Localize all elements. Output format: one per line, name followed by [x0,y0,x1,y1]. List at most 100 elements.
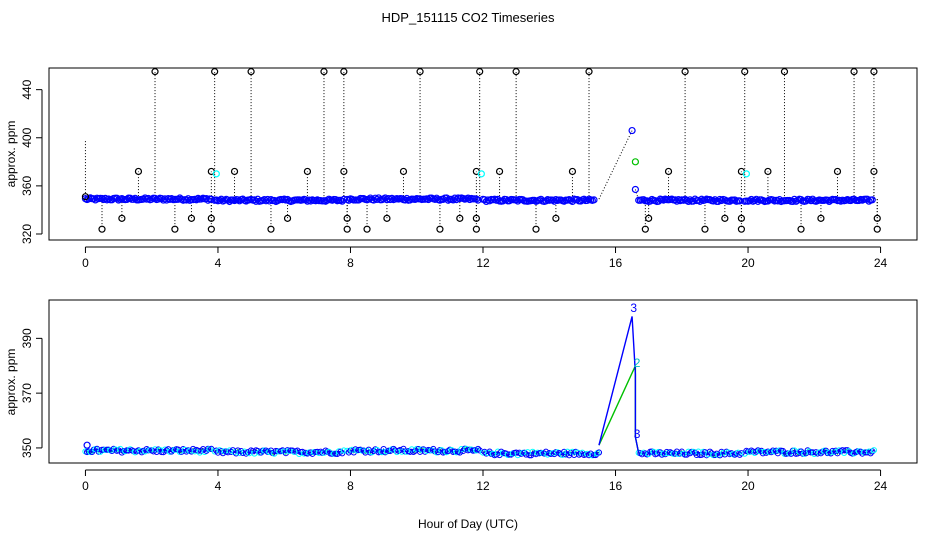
bottom-point [867,450,874,457]
top-blue-point [163,196,171,204]
top-blue-point [752,195,760,203]
bottom-x-tick-label: 4 [215,479,222,493]
top-black-point [399,167,408,176]
top-blue-point [388,194,396,202]
top-black-point [343,225,351,233]
top-blue-point [224,196,232,204]
top-black-point [741,68,749,76]
top-blue-point [216,196,224,204]
top-blue-point [646,197,654,205]
bottom-point-label: 2 [634,356,641,370]
top-blue-point [550,197,558,205]
top-blue-point [101,194,109,202]
bottom-point [706,448,714,455]
bottom-point [118,449,125,456]
top-black-point [81,193,90,201]
top-black-point [641,225,649,233]
top-blue-point [451,194,459,202]
top-panel: approx. ppm 0 4 8 12 16 20 24 320 360 400 440 [4,67,918,270]
top-blue-point [754,197,762,205]
top-blue-point [265,197,273,205]
bottom-y-tick-label: 350 [20,438,34,458]
bottom-point [474,445,482,453]
top-black-point [472,225,480,233]
top-black-point [416,68,424,76]
top-blue-point [158,195,166,203]
x-axis-label: Hour of Day (UTC) [418,517,518,531]
top-black-point [207,225,215,233]
top-blue-point [802,197,810,205]
bottom-point [233,450,240,457]
top-black-point [873,214,881,222]
top-blue-point [365,195,373,203]
top-blue-point [217,195,225,203]
top-black-point [495,167,504,176]
top-plot-frame [48,67,918,241]
bottom-point [350,449,357,456]
bottom-point [521,449,528,456]
top-black-point [98,225,106,233]
top-blue-point [774,197,782,205]
top-cyan-point [742,170,750,178]
top-black-point [267,225,275,233]
top-black-point [764,167,772,176]
top-black-point [118,214,126,222]
top-black-point [664,167,673,176]
top-black-point [283,214,292,222]
top-blue-point [472,195,480,203]
top-blue-point [736,197,744,205]
bottom-point [870,447,878,454]
top-black-point [873,225,881,233]
top-black-point [340,167,348,176]
bottom-point [473,447,480,454]
top-black-point [797,225,805,233]
top-blue-point [345,196,353,204]
top-blue-point [474,196,482,204]
top-black-point [247,68,255,76]
bottom-y-tick-label: 370 [20,383,34,403]
top-blue-point [746,197,754,205]
top-black-point [320,68,328,76]
bottom-point [243,450,250,457]
top-green-point [631,158,639,166]
top-blue-point [789,197,797,206]
top-blue-point [502,195,510,204]
top-black-point [552,214,560,222]
top-blue-point [673,197,681,205]
top-black-point [737,225,746,233]
top-blue-point [466,195,474,204]
top-black-point [850,68,858,76]
bottom-x-tick-label: 24 [874,479,888,493]
bottom-point [224,449,232,456]
top-x-tick-label: 20 [741,256,755,270]
top-black-point [151,68,159,76]
top-blue-point [583,196,591,204]
top-black-point [230,167,239,176]
bottom-point [559,451,566,459]
bottom-x-tick-label: 0 [82,479,89,493]
top-black-point [568,167,577,176]
top-black-point [532,225,540,233]
top-black-point [701,225,709,233]
top-interp-line [598,130,633,200]
top-blue-point [684,197,693,206]
top-blue-point [726,197,734,205]
top-black-point [456,214,464,222]
top-blue-point [262,197,270,205]
top-blue-point [383,196,391,204]
bottom-blue-series-line [744,449,875,455]
top-x-tick-label: 12 [476,256,490,270]
top-blue-point [686,196,694,204]
top-black-point [303,167,312,176]
top-blue-point [865,197,873,205]
top-black-point [585,68,593,76]
top-blue-point [560,197,568,205]
top-black-point [134,167,143,176]
top-blue-point [371,194,379,202]
top-black-point [343,214,351,222]
top-blue-point [260,195,268,204]
top-y-tick-label: 320 [20,224,34,244]
top-black-point [833,167,842,176]
top-blue-point [512,196,520,204]
